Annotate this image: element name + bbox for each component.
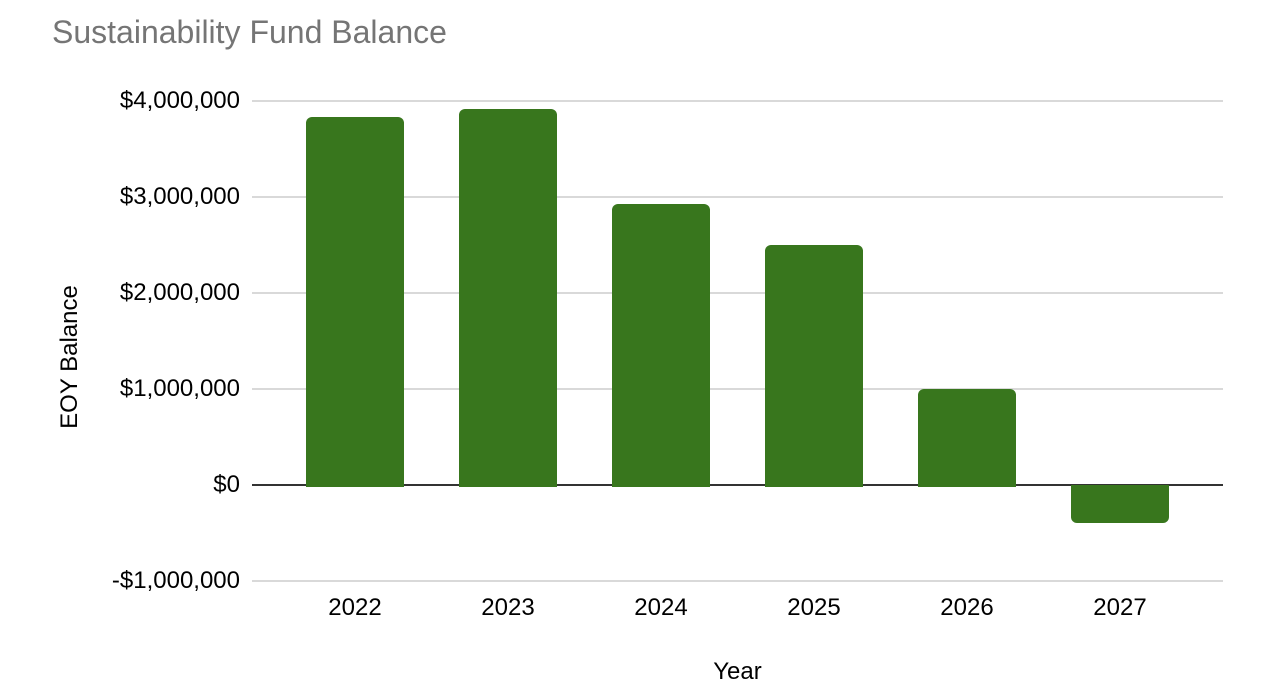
gridline — [252, 196, 1223, 198]
bar-2023[interactable] — [459, 108, 557, 487]
x-tick-label-2025: 2025 — [787, 594, 841, 621]
y-tick-label: -$1,000,000 — [111, 567, 240, 594]
y-tick-label: $4,000,000 — [119, 87, 240, 114]
gridline — [252, 292, 1223, 294]
y-tick-label: $2,000,000 — [119, 279, 240, 306]
x-tick-label-2024: 2024 — [634, 594, 688, 621]
bar-2024[interactable] — [612, 203, 710, 487]
gridline — [252, 100, 1223, 102]
chart-title: Sustainability Fund Balance — [52, 14, 447, 50]
x-axis-title: Year — [713, 658, 762, 685]
x-tick-label-2027: 2027 — [1093, 594, 1147, 621]
bar-2025[interactable] — [765, 245, 863, 487]
zero-axis-line — [252, 484, 1223, 486]
x-tick-label-2022: 2022 — [328, 594, 382, 621]
x-tick-label-2026: 2026 — [940, 594, 994, 621]
bar-2026[interactable] — [918, 389, 1016, 487]
gridline — [252, 580, 1223, 582]
y-tick-label: $1,000,000 — [119, 375, 240, 402]
bar-2022[interactable] — [306, 117, 404, 487]
bar-2027[interactable] — [1071, 485, 1169, 524]
gridline — [252, 388, 1223, 390]
y-tick-label: $3,000,000 — [119, 183, 240, 210]
x-tick-label-2023: 2023 — [481, 594, 535, 621]
y-axis-title: EOY Balance — [56, 285, 83, 429]
y-tick-label: $0 — [213, 471, 240, 498]
plot-area: $4,000,000 $3,000,000 $2,000,000 $1,000,000… — [112, 87, 1223, 621]
